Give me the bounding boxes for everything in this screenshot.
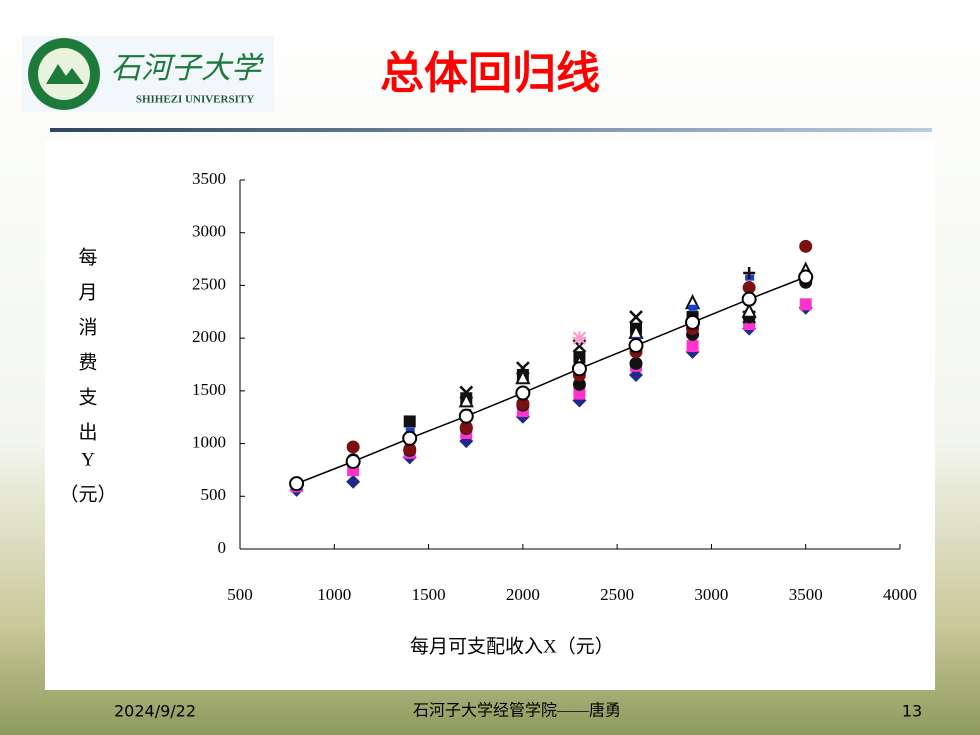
point [515,385,531,401]
point [516,397,530,411]
y-axis-label: （元） [59,483,116,505]
x-tick-label: 500 [227,585,253,604]
point [686,340,699,353]
y-axis-label: 支 [78,386,97,408]
point [515,361,530,375]
point [346,440,360,454]
point [685,314,701,330]
chart-area [45,140,935,690]
point [403,415,416,428]
point [345,453,361,469]
y-tick-label: 500 [201,485,227,504]
point [346,474,361,489]
logo-subtext: SHIHEZI UNIVERSITY [136,94,254,106]
y-axis-label: 出 [78,421,97,443]
point [459,420,473,434]
point [799,298,812,311]
slide-title: 总体回归线 [380,48,600,99]
x-tick-label: 2500 [600,585,634,604]
point [458,392,474,408]
point [571,361,587,377]
y-tick-label: 3500 [192,169,226,188]
point [799,239,813,253]
logo-mountain [46,64,84,84]
point [572,377,586,391]
y-tick-label: 1500 [192,380,226,399]
point [515,368,531,385]
point [741,302,757,318]
y-tick-label: 2500 [192,274,226,293]
point [798,269,814,285]
footer-date: 2024/9/22 [114,702,196,721]
point [405,427,415,434]
point [629,310,643,324]
y-axis-label: 每 [78,246,97,268]
point [403,442,417,456]
point [402,430,418,446]
footer-author: 石河子大学经管学院——唐勇 [413,702,621,720]
x-tick-label: 1500 [412,585,446,604]
y-tick-label: 2000 [192,327,226,346]
y-axis-label: Y [81,449,95,470]
point [629,356,643,370]
y-tick-label: 1000 [192,432,226,451]
x-tick-label: 2000 [506,585,540,604]
point [573,387,586,400]
x-tick-label: 1000 [317,585,351,604]
x-tick-label: 3500 [789,585,823,604]
footer-page: 13 [902,702,922,721]
x-tick-label: 3000 [694,585,728,604]
point [628,338,644,354]
y-axis-label: 消 [78,316,97,338]
point [743,266,756,279]
y-axis-label: 月 [78,282,97,303]
point [289,476,305,492]
point [742,281,756,295]
y-tick-label: 3000 [192,222,226,241]
point [741,291,757,307]
x-tick-label: 4000 [883,585,917,604]
y-axis-label: 费 [78,351,97,373]
point [688,304,698,311]
point [458,408,474,424]
header-rule [50,128,932,132]
x-axis-label: 每月可支配收入X（元） [410,635,614,657]
y-tick-label: 0 [218,538,227,557]
regression-line [296,276,806,485]
point [572,331,587,346]
logo-text: 石河子大学 [111,51,264,86]
